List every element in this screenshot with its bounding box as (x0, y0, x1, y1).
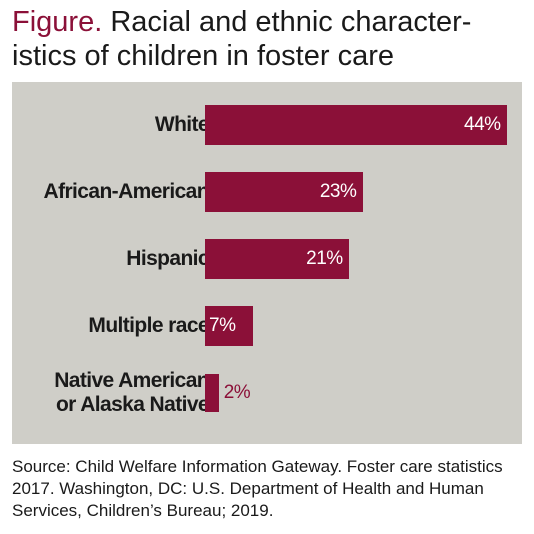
category-label: Hispanic (126, 247, 209, 270)
value-label: 44% (464, 114, 501, 135)
bar (205, 172, 363, 212)
value-label: 23% (319, 181, 357, 202)
plot-area: White 44% African-American 23% Hispanic 21% Mu… (12, 82, 522, 444)
category-label: Native American or Alaska Native (54, 369, 209, 416)
category-label: Multiple race (88, 314, 209, 337)
source-note: Source: Child Welfare Information Gatewa… (12, 457, 503, 520)
bar (205, 306, 254, 346)
value-label: 7% (209, 315, 236, 336)
value-label: 2% (223, 382, 251, 403)
bar (205, 374, 219, 412)
figure-prefix: Figure. (12, 6, 103, 38)
chart-title: Figure. Racial and ethnic character-isti… (12, 5, 527, 73)
bar (205, 105, 507, 145)
title-text: Racial and ethnic character-istics of ch… (12, 6, 472, 72)
category-label: White (154, 113, 210, 136)
category-label: African-American (43, 180, 210, 203)
bar (205, 239, 350, 279)
value-label: 21% (306, 248, 343, 269)
